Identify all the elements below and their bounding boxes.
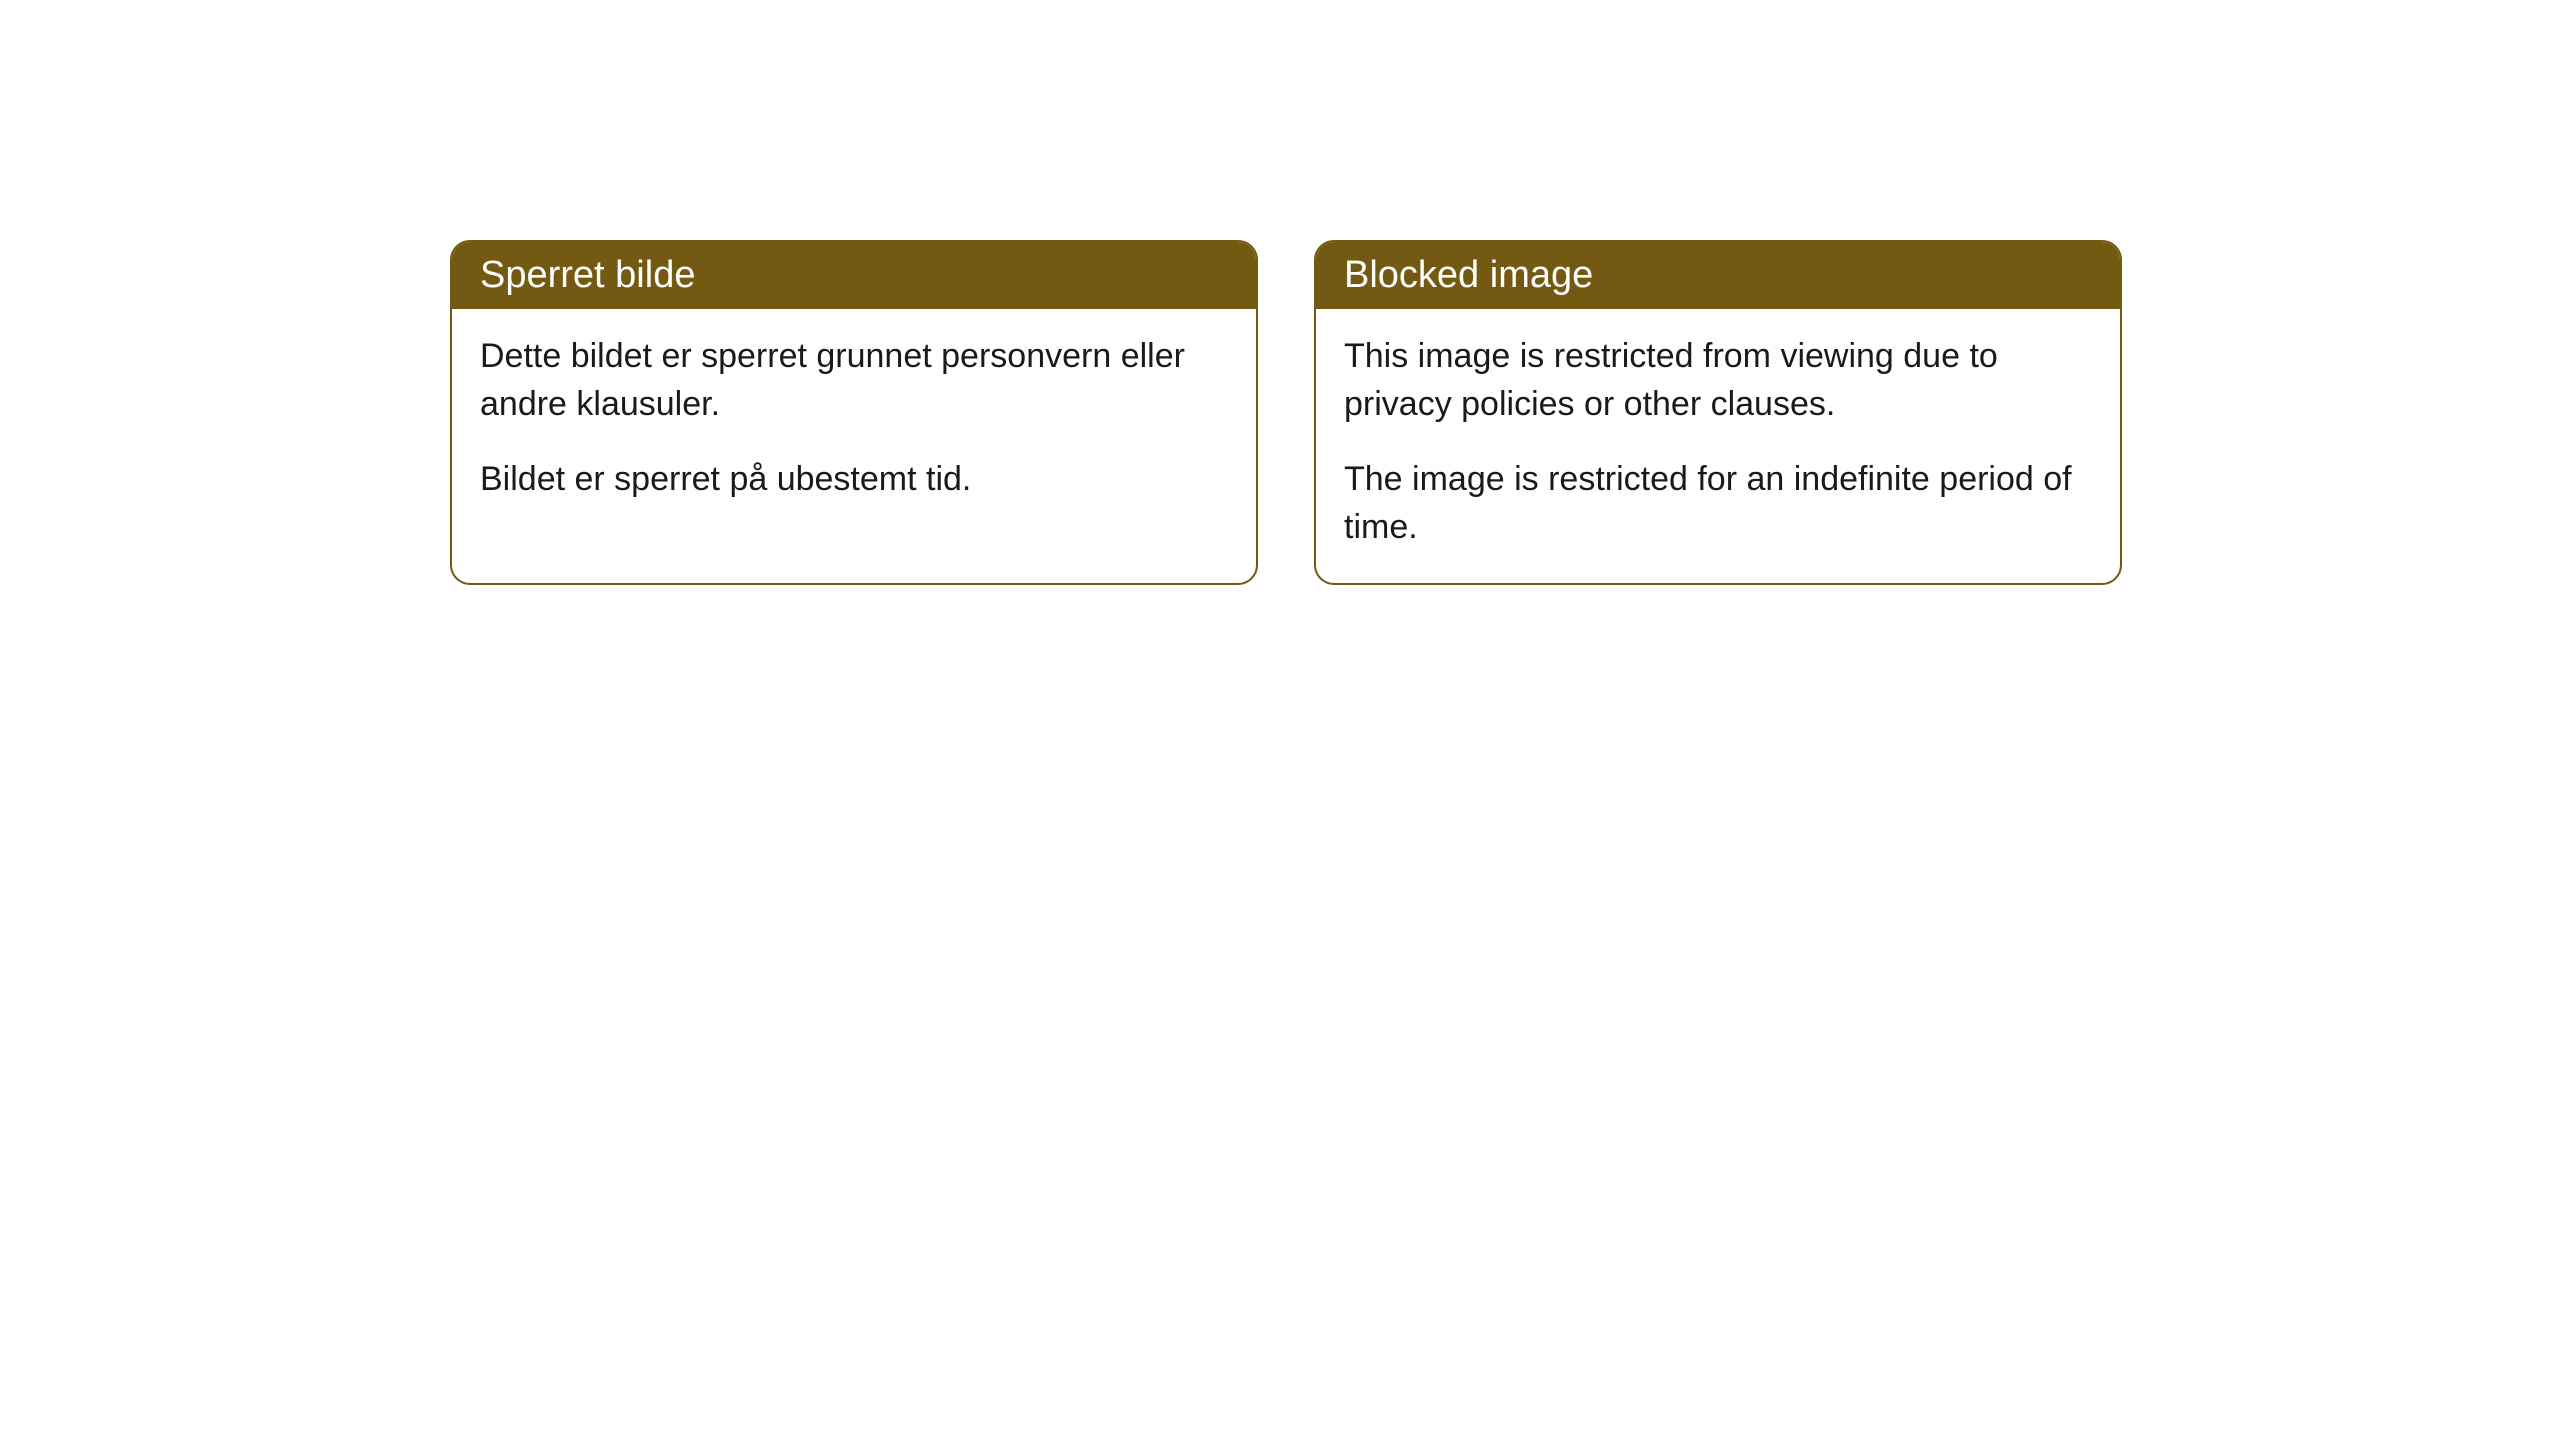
card-text-no-1: Dette bildet er sperret grunnet personve… xyxy=(480,333,1228,428)
card-title-no: Sperret bilde xyxy=(452,242,1256,309)
notice-cards-container: Sperret bilde Dette bildet er sperret gr… xyxy=(450,240,2122,585)
card-text-en-2: The image is restricted for an indefinit… xyxy=(1344,456,2092,551)
card-text-no-2: Bildet er sperret på ubestemt tid. xyxy=(480,456,1228,504)
card-text-en-1: This image is restricted from viewing du… xyxy=(1344,333,2092,428)
card-title-en: Blocked image xyxy=(1316,242,2120,309)
card-body-no: Dette bildet er sperret grunnet personve… xyxy=(452,309,1256,536)
card-body-en: This image is restricted from viewing du… xyxy=(1316,309,2120,583)
blocked-image-card-no: Sperret bilde Dette bildet er sperret gr… xyxy=(450,240,1258,585)
blocked-image-card-en: Blocked image This image is restricted f… xyxy=(1314,240,2122,585)
